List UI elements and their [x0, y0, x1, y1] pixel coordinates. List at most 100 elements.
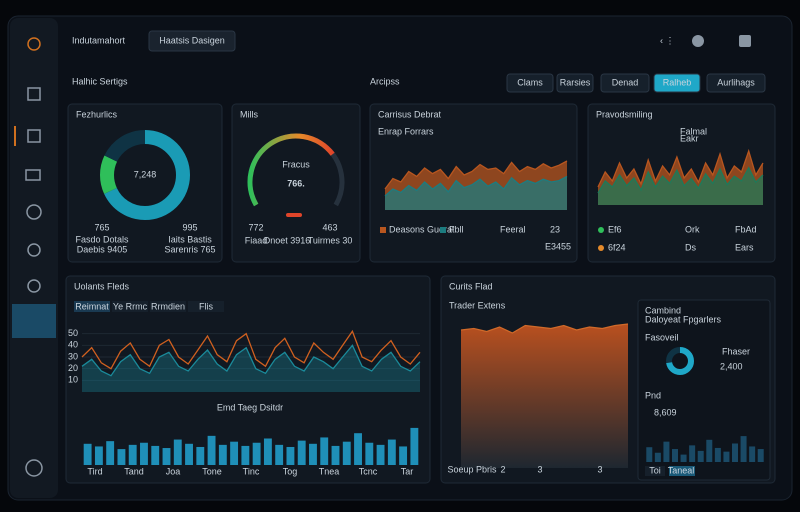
bar	[697, 450, 704, 462]
table-cell: Ork	[685, 224, 700, 234]
header-icon[interactable]	[739, 35, 751, 47]
bar	[672, 449, 678, 462]
chart-subtitle: Enrap Forrars	[378, 126, 434, 136]
nav-icon[interactable]	[27, 87, 41, 101]
area	[82, 345, 420, 392]
area	[598, 167, 763, 205]
card-title: Mills	[240, 109, 258, 119]
stat-label: Iaits Bastis	[168, 234, 212, 244]
legend-label: Feeral	[500, 224, 526, 234]
tab[interactable]	[556, 73, 594, 93]
line	[384, 160, 568, 190]
chip[interactable]	[112, 301, 148, 312]
line	[81, 329, 421, 370]
nav-icon[interactable]	[27, 279, 41, 293]
y-tick-label: 20	[68, 363, 78, 373]
bar	[230, 441, 239, 465]
panel-title: Cambind	[645, 305, 681, 315]
stat-value: 463	[322, 222, 337, 232]
value-label: Fhaser	[722, 346, 750, 356]
y-tick-label: 50	[68, 328, 78, 338]
logo-icon[interactable]	[27, 37, 41, 51]
area	[385, 176, 567, 210]
tab[interactable]	[706, 73, 766, 93]
legend-value: E3455	[545, 241, 571, 251]
bar	[740, 436, 747, 462]
chip-label[interactable]: Flis	[199, 301, 213, 311]
stat-label: Fasdo Dotals	[75, 234, 129, 244]
card-title: Curits Flad	[449, 281, 493, 291]
bar	[263, 438, 272, 465]
legend-swatch	[440, 227, 446, 233]
y-tick-label: 10	[68, 375, 78, 385]
chart-caption: Emd Taeg Dsitdr	[217, 402, 283, 412]
nav-icon[interactable]	[25, 169, 41, 181]
table-cell: Ds	[685, 242, 696, 252]
tab-label[interactable]: Clams	[517, 77, 543, 87]
nav-icon[interactable]	[27, 129, 41, 143]
section-title: Arcipss	[370, 76, 400, 86]
bar	[297, 440, 306, 465]
bar	[320, 437, 329, 465]
line	[81, 344, 421, 377]
chip[interactable]	[188, 301, 224, 312]
nav-active[interactable]	[12, 304, 56, 338]
nav-icon[interactable]	[25, 459, 43, 477]
button-label[interactable]: Taneal	[668, 465, 695, 475]
table-cell: Ef6	[608, 224, 622, 234]
card-title: Uolants Fleds	[74, 281, 130, 291]
header-icon[interactable]	[692, 35, 704, 47]
stat-label: Tuirmes 30	[308, 235, 353, 245]
tab-label[interactable]: Aurlihags	[717, 77, 755, 87]
gauge-value: 766.	[287, 178, 305, 188]
button[interactable]	[645, 466, 665, 476]
bar	[331, 445, 340, 465]
table-cell: Ears	[735, 242, 754, 252]
tab[interactable]	[506, 73, 554, 93]
nav-icon[interactable]	[26, 204, 42, 220]
chip-label[interactable]: Rrmdien	[151, 301, 185, 311]
x-tick-label: 2	[500, 464, 505, 474]
tab-label[interactable]: Rarsies	[560, 77, 591, 87]
chip[interactable]	[74, 301, 110, 312]
chip-label[interactable]: Ye Rrmc	[113, 301, 148, 311]
tab[interactable]	[600, 73, 650, 93]
stat-value: 765	[94, 222, 109, 232]
card-title: Pravodsmiling	[596, 109, 653, 119]
button-label[interactable]: Haatsis Dasigen	[159, 35, 225, 45]
legend-value: 23	[550, 224, 560, 234]
back-icon[interactable]: ‹ ⋮	[660, 35, 675, 45]
bar	[757, 449, 764, 462]
bar	[196, 446, 205, 465]
bar	[106, 441, 115, 465]
bar	[732, 443, 738, 462]
stat-label: Dnoet 3916	[264, 235, 311, 245]
nav-icon[interactable]	[27, 243, 41, 257]
gauge-caption: Fracus	[282, 159, 310, 169]
tab[interactable]	[653, 73, 701, 93]
row-dot	[598, 245, 604, 251]
line	[597, 148, 764, 188]
bar	[117, 449, 126, 465]
tab-label[interactable]: Ralheb	[663, 77, 692, 87]
y-tick-label: 40	[68, 340, 78, 350]
chip-label[interactable]: Reimnat	[75, 301, 109, 311]
bar	[714, 447, 721, 462]
header-button[interactable]	[148, 30, 236, 52]
x-tick-label: Tird	[87, 466, 102, 476]
chip[interactable]	[150, 301, 186, 312]
button[interactable]	[669, 466, 695, 476]
value: 2,400	[720, 361, 743, 371]
bar	[689, 445, 696, 462]
bar	[140, 442, 148, 465]
tab-label[interactable]: Denad	[612, 77, 639, 87]
x-tick-label: Tone	[202, 466, 222, 476]
x-tick-label: Tinc	[243, 466, 260, 476]
button-label[interactable]: Toi	[649, 465, 661, 475]
x-tick-label: 3	[537, 464, 542, 474]
bar	[173, 439, 182, 465]
nav-marker	[14, 126, 16, 146]
bar	[749, 446, 756, 462]
bar	[706, 439, 713, 462]
